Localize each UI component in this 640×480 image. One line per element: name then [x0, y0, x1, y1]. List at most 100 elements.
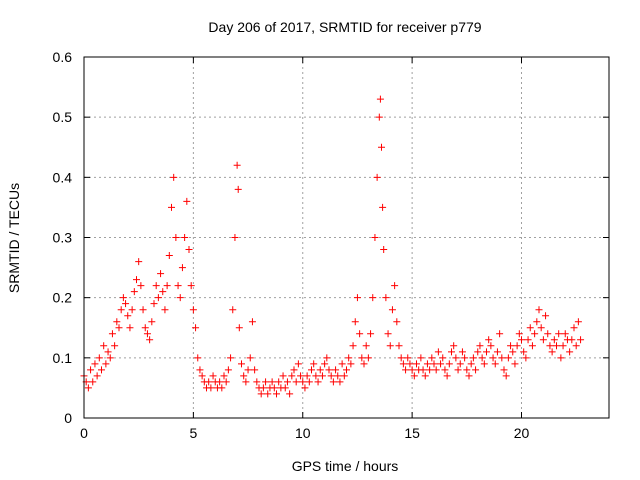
- data-point: [520, 348, 528, 356]
- data-point: [406, 360, 414, 368]
- data-point: [419, 366, 427, 374]
- data-point: [448, 348, 455, 356]
- data-point: [382, 294, 390, 302]
- data-point: [159, 288, 167, 296]
- data-point: [353, 294, 361, 302]
- x-tick-label: 15: [404, 425, 420, 441]
- data-point: [561, 330, 569, 338]
- data-point: [314, 378, 322, 386]
- data-point: [233, 161, 241, 169]
- data-point: [244, 366, 252, 374]
- data-point: [336, 378, 344, 386]
- data-point: [117, 306, 125, 314]
- data-point: [376, 95, 384, 103]
- data-point: [548, 348, 556, 356]
- data-point: [316, 366, 324, 374]
- data-point: [89, 378, 97, 386]
- data-point: [292, 378, 300, 386]
- data-point: [161, 306, 169, 314]
- x-tick-label: 20: [514, 425, 530, 441]
- data-point: [474, 348, 482, 356]
- data-point: [262, 378, 270, 386]
- data-point: [235, 324, 243, 332]
- plot-frame: [83, 56, 610, 419]
- data-point: [388, 306, 396, 314]
- data-point: [467, 360, 475, 368]
- data-point: [146, 336, 154, 344]
- data-point: [533, 318, 541, 326]
- data-point: [524, 336, 532, 344]
- data-point: [242, 378, 250, 386]
- data-point: [570, 324, 578, 332]
- data-point: [157, 270, 165, 278]
- data-point: [98, 366, 105, 374]
- data-point: [104, 348, 112, 356]
- data-point: [402, 366, 410, 374]
- data-point: [220, 372, 228, 380]
- data-point: [572, 342, 580, 350]
- data-point: [371, 234, 379, 241]
- data-point: [334, 372, 342, 380]
- data-point: [397, 354, 405, 362]
- data-point: [557, 354, 565, 362]
- data-point: [172, 234, 180, 241]
- data-point: [456, 360, 464, 368]
- data-point: [375, 113, 383, 121]
- data-point: [544, 330, 552, 338]
- data-point: [196, 366, 204, 374]
- data-point: [91, 360, 99, 368]
- data-point: [364, 354, 372, 362]
- data-point: [343, 366, 350, 374]
- data-point: [430, 360, 438, 368]
- data-point: [507, 342, 515, 350]
- data-point: [356, 330, 364, 338]
- data-point: [218, 384, 226, 392]
- data-point: [139, 306, 147, 314]
- data-point: [491, 360, 499, 368]
- data-point: [227, 354, 235, 362]
- data-point: [318, 372, 326, 380]
- data-point: [137, 282, 145, 290]
- data-point: [417, 354, 425, 362]
- data-point: [224, 366, 232, 374]
- data-point: [95, 354, 103, 362]
- x-tick-label: 5: [189, 425, 197, 441]
- data-point: [238, 360, 245, 368]
- data-point: [432, 366, 440, 374]
- data-point: [229, 306, 237, 314]
- data-point: [154, 294, 162, 302]
- data-point: [443, 372, 451, 380]
- y-tick-label: 0.5: [53, 109, 73, 125]
- data-point: [178, 264, 186, 272]
- data-point: [472, 366, 480, 374]
- data-point: [303, 372, 311, 380]
- data-point: [305, 378, 313, 386]
- data-point: [168, 203, 175, 211]
- data-point: [498, 354, 506, 362]
- data-point: [165, 252, 173, 260]
- data-point: [207, 384, 215, 392]
- data-point: [251, 366, 259, 374]
- data-point: [423, 360, 431, 368]
- data-point: [253, 378, 261, 386]
- data-point: [518, 336, 525, 344]
- data-point: [283, 378, 291, 386]
- data-point: [128, 306, 136, 314]
- data-point: [413, 360, 420, 368]
- data-point: [84, 384, 92, 392]
- data-point: [113, 318, 121, 326]
- data-point: [163, 282, 171, 290]
- data-point: [325, 366, 333, 374]
- data-point: [347, 360, 355, 368]
- data-point: [115, 324, 123, 332]
- data-point: [310, 360, 318, 368]
- data-point: [476, 342, 484, 350]
- data-point: [198, 372, 206, 380]
- data-point: [404, 354, 412, 362]
- y-tick-label: 0.4: [53, 169, 73, 185]
- x-tick-label: 10: [295, 425, 311, 441]
- data-point: [463, 366, 471, 374]
- data-point: [301, 384, 309, 392]
- data-point: [480, 360, 488, 368]
- data-point: [513, 342, 521, 350]
